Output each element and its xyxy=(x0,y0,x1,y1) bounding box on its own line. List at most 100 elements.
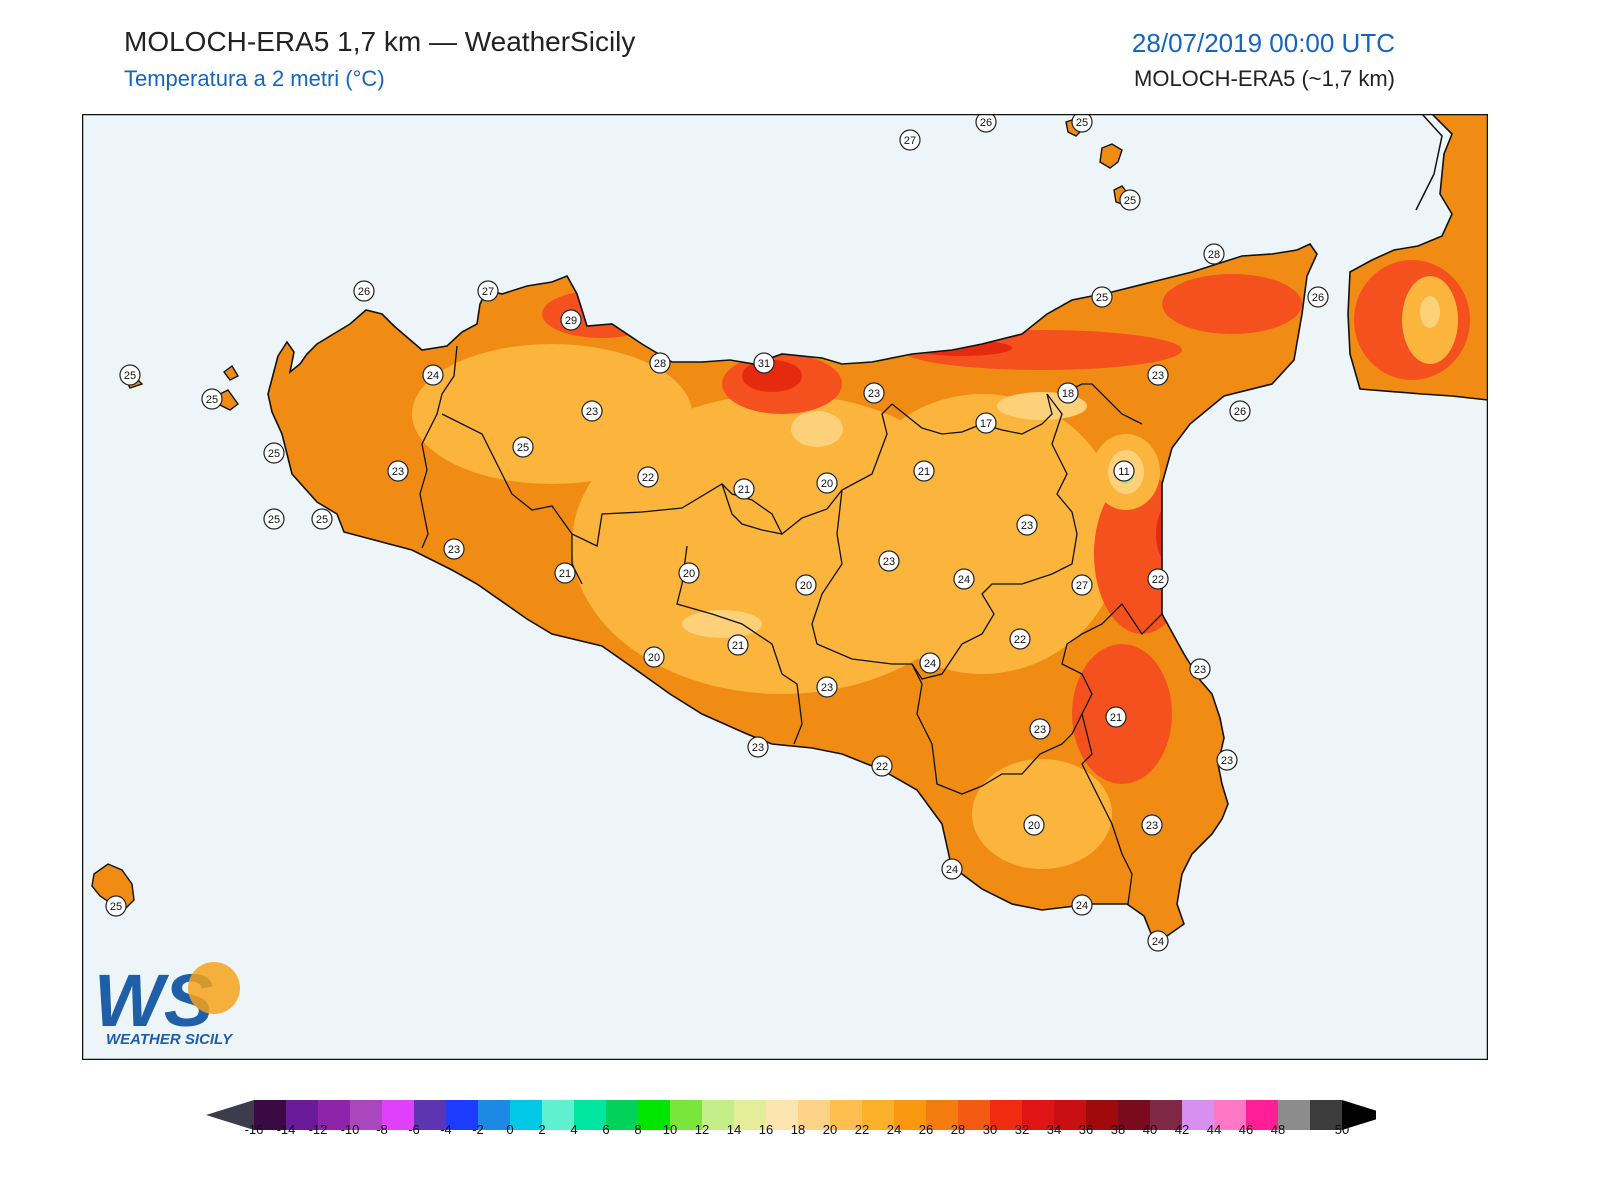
station-dot xyxy=(554,562,576,584)
station-dot xyxy=(1016,514,1038,536)
station-value: 25 xyxy=(517,442,529,454)
station-dot xyxy=(353,280,375,302)
colorbar-tick-label: -6 xyxy=(408,1122,420,1137)
station-value: 27 xyxy=(1076,580,1088,592)
station-dot xyxy=(913,460,935,482)
colorbar-swatch xyxy=(1246,1100,1279,1130)
colorbar-swatch xyxy=(318,1100,351,1130)
station-dot xyxy=(1203,243,1225,265)
colorbar-swatch xyxy=(254,1100,287,1130)
station-value: 28 xyxy=(654,358,666,370)
station-value: 25 xyxy=(1076,117,1088,129)
valid-datetime: 28/07/2019 00:00 UTC xyxy=(1131,28,1395,58)
colorbar-swatch xyxy=(478,1100,511,1130)
colorbar-swatch xyxy=(830,1100,863,1130)
pantelleria-island xyxy=(91,863,135,909)
station-value: 24 xyxy=(1076,900,1088,912)
station-marker-santa-caterina: 21 xyxy=(554,562,576,584)
station-dot xyxy=(816,472,838,494)
colorbar-tick-label: 14 xyxy=(727,1122,741,1137)
station-value: 25 xyxy=(1096,292,1108,304)
station-value: 20 xyxy=(1028,820,1040,832)
colorbar-over-arrow xyxy=(1342,1100,1376,1130)
station-dot xyxy=(816,676,838,698)
station-marker-cesaro: 17 xyxy=(975,412,997,434)
station-dot xyxy=(919,652,941,674)
station-value: 17 xyxy=(980,418,992,430)
colorbar-tick-label: 0 xyxy=(506,1122,513,1137)
station-dot xyxy=(1147,930,1169,952)
station-dot xyxy=(1216,749,1238,771)
station-value: 25 xyxy=(1124,195,1136,207)
station-dot xyxy=(560,309,582,331)
station-value: 23 xyxy=(1021,520,1033,532)
station-dot xyxy=(637,466,659,488)
station-marker-petralia: 20 xyxy=(816,472,838,494)
station-marker-caltanissetta: 20 xyxy=(678,562,700,584)
colorbar-tick-label: 18 xyxy=(791,1122,805,1137)
station-marker-corleone: 23 xyxy=(581,400,603,422)
station-marker-stromboli: 25 xyxy=(1071,114,1093,133)
station-dot xyxy=(387,460,409,482)
station-value: 20 xyxy=(821,478,833,490)
station-dot xyxy=(1307,286,1329,308)
station-marker-castelvetrano: 23 xyxy=(443,538,465,560)
colorbar-swatch xyxy=(1022,1100,1055,1130)
calabria-cool-zone xyxy=(1420,296,1440,328)
station-dot xyxy=(1029,718,1051,740)
station-marker-pozzallo: 24 xyxy=(1071,894,1093,916)
station-dot xyxy=(1147,364,1169,386)
station-dot xyxy=(899,129,921,151)
station-dot xyxy=(201,388,223,410)
colorbar-tick-label: 30 xyxy=(983,1122,997,1137)
station-marker-ragusa: 20 xyxy=(1023,814,1045,836)
station-value: 24 xyxy=(1152,936,1164,948)
colorbar-under-arrow xyxy=(206,1100,254,1130)
station-marker-milazzo: 25 xyxy=(1091,286,1113,308)
station-dot xyxy=(443,538,465,560)
colorbar-swatch xyxy=(702,1100,735,1130)
station-value: 20 xyxy=(648,652,660,664)
model-name: MOLOCH-ERA5 (~1,7 km) xyxy=(1134,66,1395,91)
station-value: 27 xyxy=(904,135,916,147)
colorbar-tick-label: 2 xyxy=(538,1122,545,1137)
station-dot xyxy=(1141,814,1163,836)
zone-center-east-mild xyxy=(842,394,1122,674)
colorbar-tick-label: -12 xyxy=(309,1122,328,1137)
station-marker-lentini: 23 xyxy=(1189,658,1211,680)
colorbar-tick-label: 8 xyxy=(634,1122,641,1137)
station-labels: 27 26 25 25 28 26 26 27 29 28 31 23 25 23 26 18 17 25 25 25… xyxy=(105,114,1329,952)
colorbar-swatch xyxy=(958,1100,991,1130)
station-value: 24 xyxy=(924,658,936,670)
colorbar-swatch xyxy=(734,1100,767,1130)
station-marker-catania: 24 xyxy=(919,652,941,674)
colorbar-tick-label: 6 xyxy=(602,1122,609,1137)
colorbar-swatch xyxy=(510,1100,543,1130)
station-marker-scoglitti: 24 xyxy=(941,858,963,880)
station-dot xyxy=(1071,894,1093,916)
station-marker-pantelleria: 25 xyxy=(105,895,127,917)
station-value: 27 xyxy=(482,286,494,298)
station-value: 22 xyxy=(1152,574,1164,586)
colorbar-tick-label: -14 xyxy=(277,1122,296,1137)
station-marker-canicatti: 21 xyxy=(727,634,749,656)
station-dot xyxy=(119,364,141,386)
colorbar-swatch xyxy=(926,1100,959,1130)
colorbar-tick-label: 46 xyxy=(1239,1122,1253,1137)
colorbar-tick-label: 28 xyxy=(951,1122,965,1137)
station-marker-marettimo: 25 xyxy=(201,388,223,410)
colorbar-tick-label: -8 xyxy=(376,1122,388,1137)
station-marker-messina: 26 xyxy=(1229,400,1251,422)
station-marker-san-vito: 26 xyxy=(353,280,375,302)
station-dot xyxy=(953,568,975,590)
station-dot xyxy=(727,634,749,656)
station-marker-cefalu: 31 xyxy=(753,352,775,374)
station-marker-termini: 28 xyxy=(649,352,671,374)
colorbar-tick-label: 34 xyxy=(1047,1122,1061,1137)
station-marker-erice: 24 xyxy=(422,364,444,386)
station-marker-reggio-calabria: 26 xyxy=(1307,286,1329,308)
station-marker-marsala: 25 xyxy=(263,508,285,530)
station-marker-terrasini: 27 xyxy=(477,280,499,302)
colorbar-tick-label: -16 xyxy=(245,1122,264,1137)
station-value: 23 xyxy=(392,466,404,478)
